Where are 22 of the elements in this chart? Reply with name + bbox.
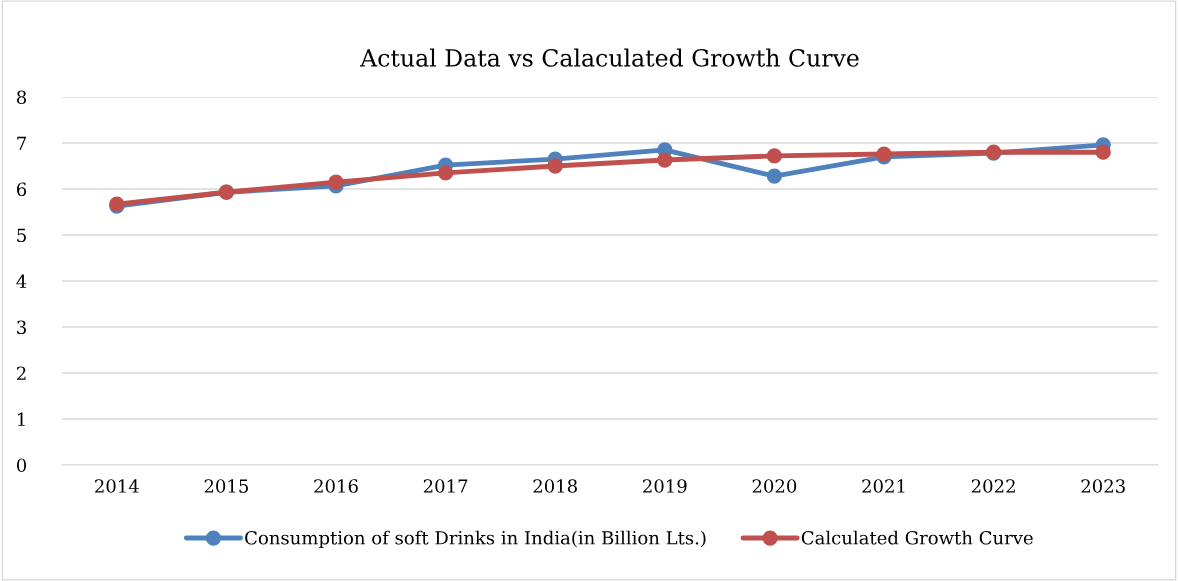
y-tick-label: 5 (17, 228, 26, 243)
x-tick-label: 2015 (204, 479, 248, 493)
x-tick-label: 2016 (314, 479, 358, 493)
x-tick-label: 2014 (95, 479, 139, 493)
y-tick-label: 6 (17, 182, 27, 197)
legend-label: Consumption of soft Drinks in India(in Billion Lts.) (245, 530, 706, 549)
legend-label: Calculated Growth Curve (801, 530, 1033, 545)
x-tick-label: 2021 (862, 479, 905, 493)
x-tick-label: 2020 (752, 479, 797, 493)
y-tick-label: 1 (17, 412, 25, 426)
x-tick-label: 2017 (423, 479, 468, 493)
chart-title: Actual Data vs Calaculated Growth Curve (360, 48, 859, 67)
y-tick-label: 4 (16, 274, 27, 288)
y-tick-label: 7 (17, 136, 26, 150)
x-tick-label: 2018 (533, 479, 577, 493)
y-tick-label: 2 (17, 366, 26, 380)
x-tick-label: 2022 (971, 479, 1015, 493)
y-tick-label: 3 (17, 320, 26, 335)
y-tick-label: 8 (17, 90, 27, 105)
x-tick-label: 2023 (1081, 479, 1125, 493)
x-tick-label: 2019 (643, 479, 687, 493)
y-tick-label: 0 (16, 458, 27, 473)
